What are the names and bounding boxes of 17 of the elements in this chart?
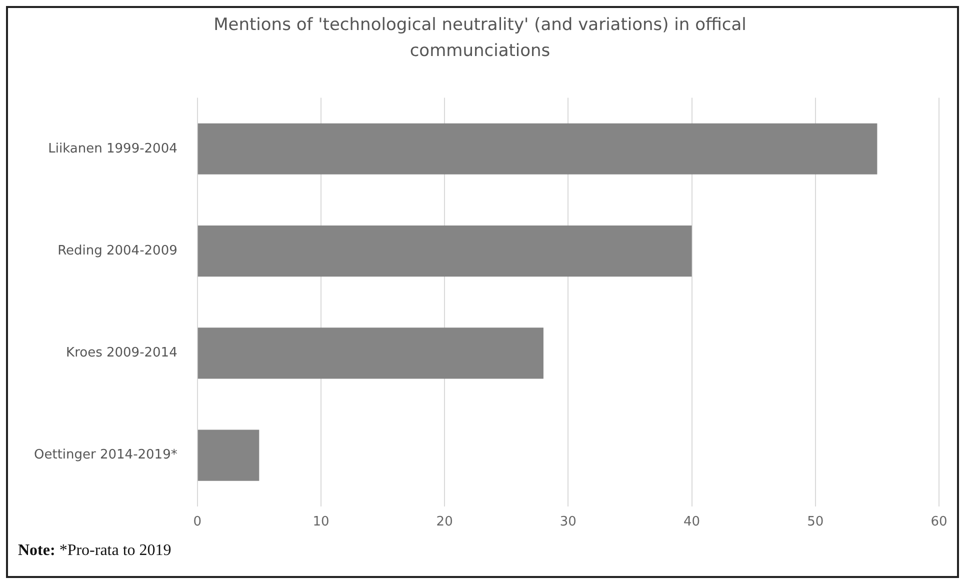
x-tick-label: 20 — [436, 514, 453, 530]
x-tick-label: 0 — [193, 514, 202, 530]
chart-title: Mentions of 'technological neutrality' (and variations) in offical communciations — [212, 14, 748, 63]
bar — [198, 430, 260, 481]
bar — [198, 123, 878, 174]
bar — [198, 225, 692, 277]
x-tick-label: 60 — [930, 514, 948, 530]
x-tick-label: 10 — [312, 514, 330, 530]
y-tick-label: Reding 2004-2009 — [58, 243, 178, 258]
x-tick-label: 40 — [684, 514, 700, 530]
y-tick-label: Liikanen 1999-2004 — [48, 141, 178, 156]
x-tick-label: 30 — [560, 514, 576, 530]
y-tick-label: Kroes 2009-2014 — [66, 346, 178, 361]
x-tick-label: 50 — [807, 514, 824, 530]
y-tick-label: Oettinger 2014-2019* — [34, 448, 178, 463]
text: Note: *Pro-rata to 2019 — [18, 542, 172, 560]
bar — [198, 328, 544, 379]
